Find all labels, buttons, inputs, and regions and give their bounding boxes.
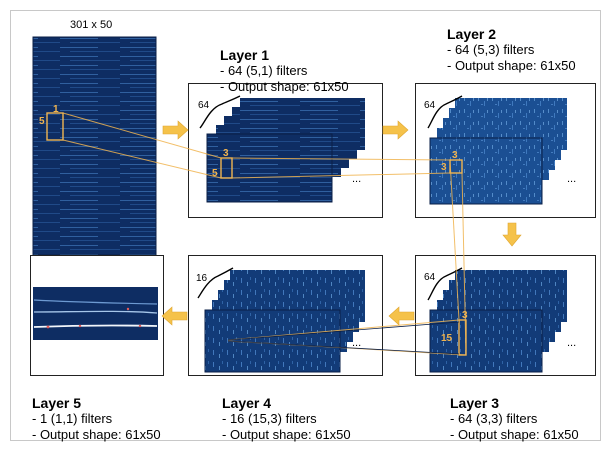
- layer3-label: Layer 3 - 64 (3,3) filters - Output shap…: [450, 395, 579, 443]
- layer5-output: - Output shape: 61x50: [32, 427, 161, 442]
- layer4-title: Layer 4: [222, 395, 272, 411]
- layer2-box: 64 3 3 ...: [415, 83, 596, 218]
- input-kernel-height: 5: [39, 116, 45, 127]
- arrow-layer3-to-layer4: [388, 306, 415, 326]
- layer5-label: Layer 5 - 1 (1,1) filters - Output shape…: [32, 395, 161, 443]
- layer2-output: - Output shape: 61x50: [447, 58, 576, 73]
- layer3-output: - Output shape: 61x50: [450, 427, 579, 442]
- arrow-input-to-layer1: [162, 120, 189, 140]
- layer5-filters: - 1 (1,1) filters: [32, 411, 113, 426]
- input-kernel-box: [46, 112, 64, 141]
- layer2-title: Layer 2: [447, 26, 497, 42]
- layer2-count: 64: [424, 100, 436, 111]
- layer1-ellipsis: ...: [352, 173, 361, 185]
- layer1-label: Layer 1 - 64 (5,1) filters - Output shap…: [220, 47, 349, 95]
- layer1-box: 64 3 5 ...: [188, 83, 383, 218]
- layer4-label: Layer 4 - 16 (15,3) filters - Output sha…: [222, 395, 351, 443]
- layer4-funnel: [227, 321, 460, 355]
- layer2-kernel-width: 3: [452, 150, 458, 161]
- flow-arrows: [161, 120, 522, 326]
- layer1-kernel-width: 3: [223, 148, 229, 159]
- layer3-box: 64 3 15 ...: [415, 255, 596, 376]
- layer3-filters: - 64 (3,3) filters: [450, 411, 538, 426]
- layer4-filters: - 16 (15,3) filters: [222, 411, 317, 426]
- frame: [10, 10, 601, 441]
- layer2-filters: - 64 (5,3) filters: [447, 42, 535, 57]
- layer4-ellipsis: ...: [352, 337, 361, 349]
- layer5-box: [30, 255, 164, 376]
- layer3-title: Layer 3: [450, 395, 500, 411]
- layer3-ellipsis: ...: [567, 337, 576, 349]
- arrow-layer1-to-layer2: [382, 120, 409, 140]
- layer4-box: 16 ...: [188, 255, 383, 376]
- layer3-kernel-height: 15: [441, 333, 453, 344]
- layer4-count: 16: [196, 273, 208, 284]
- input-kernel-width: 1: [53, 104, 59, 115]
- layer2-kernel-height: 3: [441, 162, 447, 173]
- layer1-filters: - 64 (5,1) filters: [220, 63, 308, 78]
- layer1-kernel-height: 5: [212, 168, 218, 179]
- layer2-label: Layer 2 - 64 (5,3) filters - Output shap…: [447, 26, 576, 74]
- arrow-layer4-to-layer5: [161, 306, 188, 326]
- layer5-title: Layer 5: [32, 395, 82, 411]
- layer4-output: - Output shape: 61x50: [222, 427, 351, 442]
- layer1-output: - Output shape: 61x50: [220, 79, 349, 94]
- arrow-layer2-to-layer3: [502, 222, 522, 247]
- input-caption: 301 x 50: [70, 19, 113, 31]
- layer2-ellipsis: ...: [567, 173, 576, 185]
- layer1-title: Layer 1: [220, 47, 270, 63]
- layer1-count: 64: [198, 100, 210, 111]
- layer3-count: 64: [424, 272, 436, 283]
- input-map: 1 5: [32, 36, 157, 256]
